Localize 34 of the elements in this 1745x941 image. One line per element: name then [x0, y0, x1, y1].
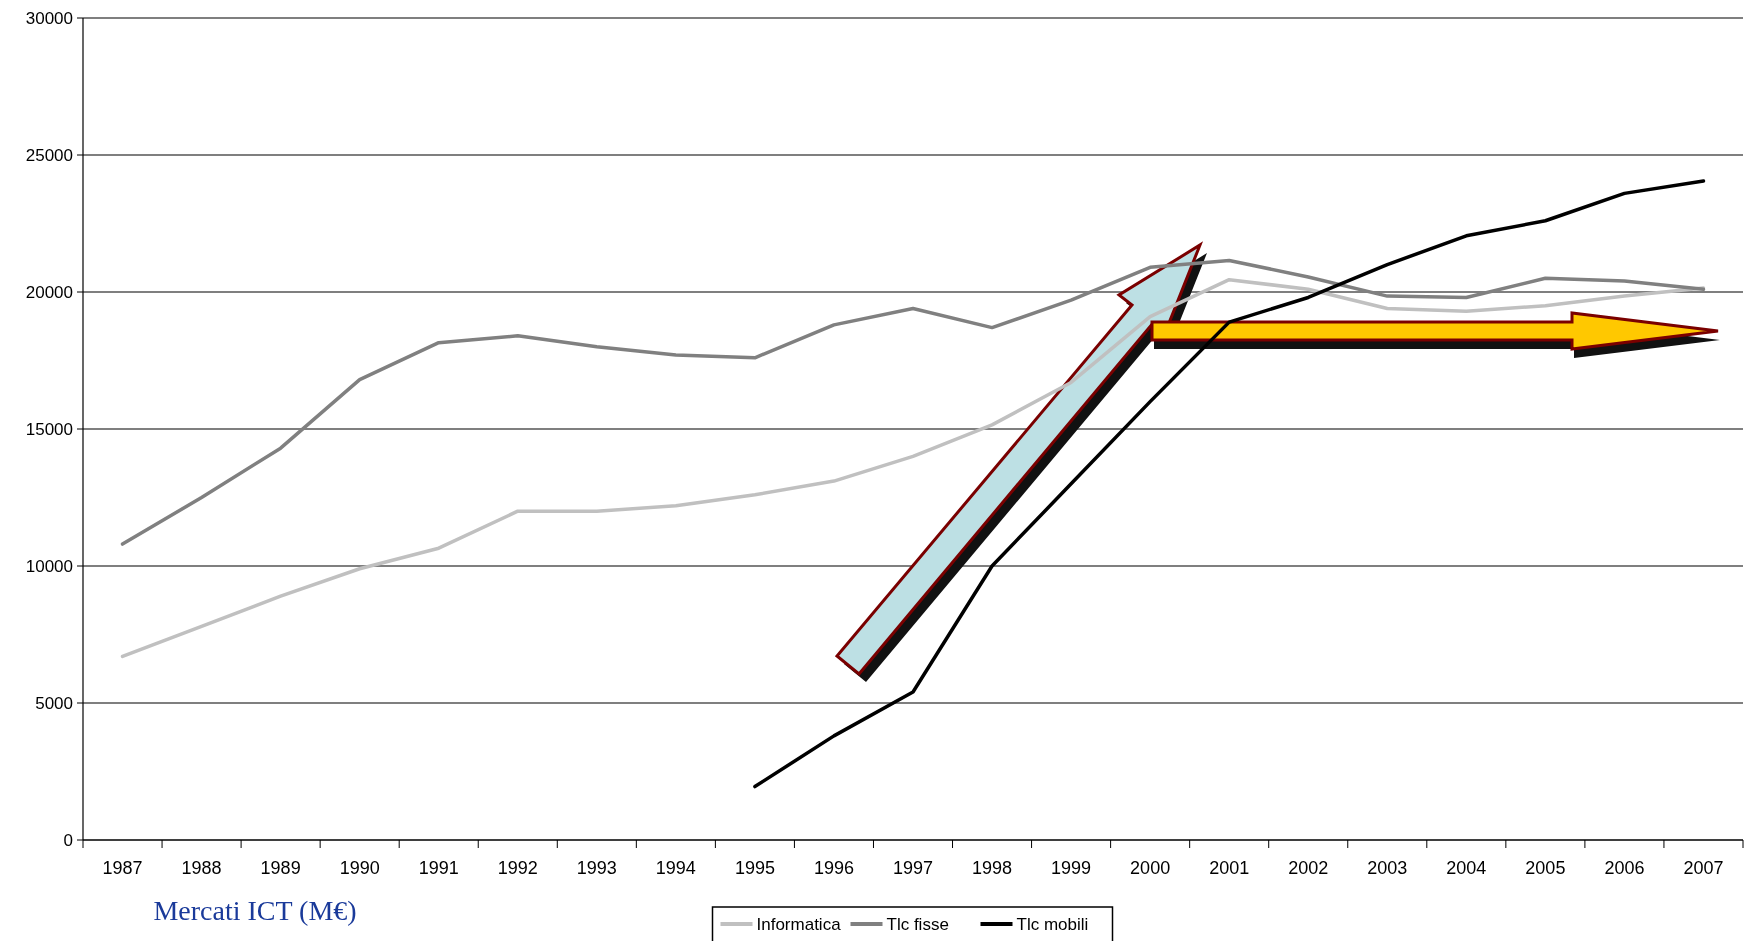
x-tick-label: 1999: [1051, 858, 1092, 878]
x-tick-label: 2004: [1446, 858, 1487, 878]
x-tick-label: 2005: [1525, 858, 1566, 878]
text: Mercati ICT (M€): [153, 895, 357, 926]
x-tick-label: 1992: [497, 858, 538, 878]
y-tick-label: 0: [63, 830, 73, 850]
x-tick-label: 1987: [102, 858, 143, 878]
x-tick-label: 2003: [1367, 858, 1408, 878]
x-tick-label: 1989: [260, 858, 301, 878]
x-tick-label: 1993: [576, 858, 617, 878]
x-tick-label: 1994: [655, 858, 696, 878]
y-tick-label: 5000: [35, 693, 73, 713]
y-tick-label: 20000: [25, 282, 73, 302]
x-tick-label: 1997: [892, 858, 934, 878]
y-tick-label: 15000: [25, 419, 73, 439]
x-tick-label: 2002: [1288, 858, 1329, 878]
line-series: [120, 277, 1706, 659]
legend-label: Tlc fisse: [886, 914, 949, 934]
x-tick-label: 1988: [181, 858, 222, 878]
x-tick-label: 2001: [1209, 858, 1250, 878]
x-tick-label: 1991: [418, 858, 459, 878]
x-tick-label: 1990: [339, 858, 380, 878]
y-tick-label: 25000: [25, 145, 73, 165]
y-tick-label: 10000: [25, 556, 73, 576]
y-tick-label: 30000: [25, 8, 73, 28]
x-tick-label: 2007: [1683, 858, 1724, 878]
legend-label: Tlc mobili: [1016, 914, 1089, 934]
x-tick-label: 2006: [1604, 858, 1645, 878]
line-series: [120, 258, 1706, 546]
x-tick-label: 1998: [972, 858, 1013, 878]
legend-label: Informatica: [756, 914, 842, 934]
x-tick-label: 1995: [734, 858, 775, 878]
x-tick-label: 1996: [813, 858, 854, 878]
x-tick-label: 2000: [1130, 858, 1171, 878]
